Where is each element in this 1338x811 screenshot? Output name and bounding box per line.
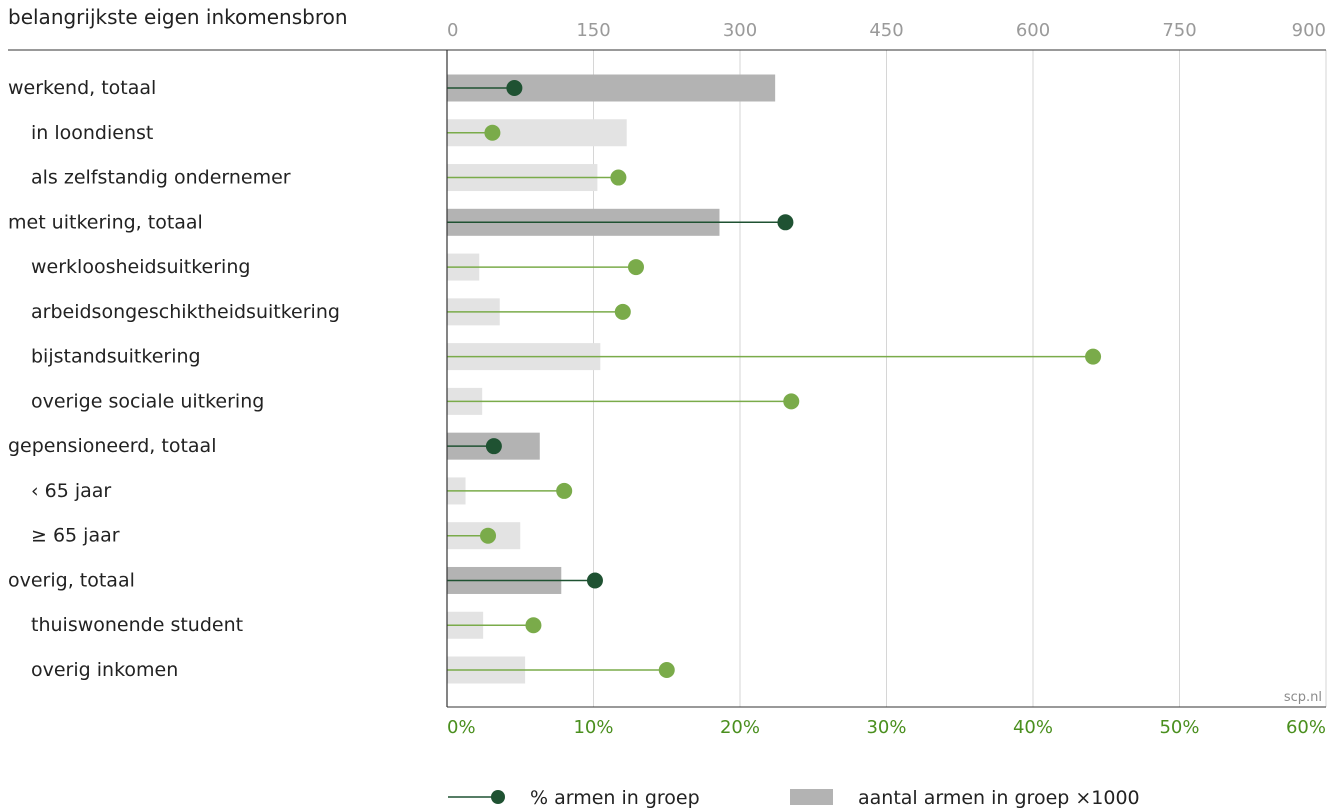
- category-labels: werkend, totaal in loondienst als zelfstan…: [8, 77, 340, 681]
- percent-dot: [480, 527, 497, 544]
- percent-dot: [610, 169, 627, 186]
- category-label: ‹ 65 jaar: [31, 480, 111, 502]
- percent-dot: [586, 572, 603, 589]
- dot-series: [447, 80, 1102, 679]
- category-label: arbeidsongeschiktheidsuitkering: [31, 301, 340, 323]
- category-label: als zelfstandig ondernemer: [31, 167, 291, 189]
- percent-dot: [484, 124, 501, 141]
- legend-item-percent: % armen in groep: [448, 787, 700, 809]
- top-tick-label: 150: [576, 20, 610, 41]
- category-label-total: gepensioneerd, totaal: [8, 435, 216, 457]
- legend: % armen in groep aantal armen in groep ×…: [448, 787, 1140, 809]
- category-label: overige sociale uitkering: [31, 390, 264, 412]
- bottom-tick-label: 60%: [1286, 717, 1326, 738]
- category-label: in loondienst: [31, 122, 153, 144]
- percent-dot: [506, 80, 523, 96]
- bottom-tick-label: 50%: [1159, 717, 1199, 738]
- bottom-tick-label: 40%: [1013, 717, 1053, 738]
- legend-dot-swatch: [491, 790, 505, 804]
- legend-label-percent: % armen in groep: [530, 787, 700, 809]
- legend-item-count: aantal armen in groep ×1000: [790, 787, 1140, 809]
- top-tick-label: 600: [1016, 20, 1050, 41]
- category-label-total: werkend, totaal: [8, 77, 156, 99]
- top-tick-label: 900: [1292, 20, 1326, 41]
- top-tick-label: 750: [1162, 20, 1196, 41]
- bottom-tick-label: 30%: [866, 717, 906, 738]
- percent-dot: [658, 662, 675, 679]
- percent-dot: [777, 214, 794, 231]
- category-label: ≥ 65 jaar: [31, 525, 120, 547]
- top-tick-label: 450: [869, 20, 903, 41]
- percent-dot: [485, 438, 502, 455]
- category-label: overig inkomen: [31, 659, 178, 681]
- category-label: thuiswonende student: [31, 614, 243, 636]
- percent-dot: [614, 303, 631, 320]
- legend-bar-swatch: [790, 789, 833, 805]
- bottom-axis-ticks: 0% 10% 20% 30% 40% 50% 60%: [447, 717, 1326, 738]
- percent-dot: [525, 617, 542, 634]
- bottom-tick-label: 0%: [447, 717, 476, 738]
- bars: [447, 74, 776, 684]
- chart-header: belangrijkste eigen inkomensbron: [8, 5, 348, 29]
- bottom-tick-label: 20%: [720, 717, 760, 738]
- bottom-tick-label: 10%: [573, 717, 613, 738]
- grid-lines: [593, 50, 1327, 707]
- legend-label-count: aantal armen in groep ×1000: [858, 787, 1140, 809]
- top-tick-label: 0: [447, 20, 458, 41]
- category-label-total: met uitkering, totaal: [8, 211, 203, 233]
- percent-dot: [783, 393, 800, 410]
- top-axis-ticks: 0 150 300 450 600 750 900: [447, 20, 1326, 41]
- percent-dot: [627, 259, 644, 276]
- percent-dot: [556, 482, 573, 499]
- percent-dot: [1085, 348, 1102, 365]
- category-label-total: overig, totaal: [8, 569, 135, 591]
- category-label: bijstandsuitkering: [31, 346, 201, 368]
- source-label: scp.nl: [1284, 690, 1322, 705]
- top-tick-label: 300: [723, 20, 757, 41]
- category-label: werkloosheidsuitkering: [31, 256, 250, 278]
